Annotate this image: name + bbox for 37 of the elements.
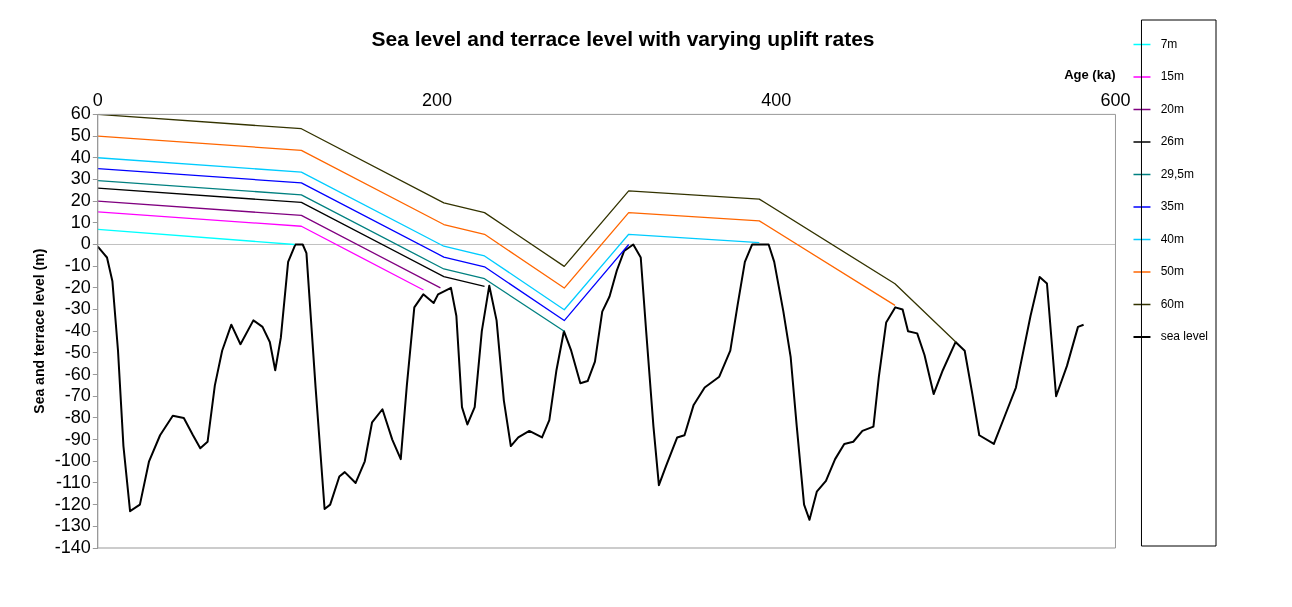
y-tick-label: -110 (56, 471, 91, 492)
x-tick-label: 600 (1100, 89, 1131, 110)
chart-title: Sea level and terrace level with varying uplift rates (371, 27, 875, 51)
y-tick-label: 20 (70, 190, 91, 211)
y-tick-label: -50 (64, 341, 91, 362)
y-tick-label: -30 (64, 298, 91, 319)
legend-label: 29,5m (1153, 166, 1194, 181)
x-axis-title: Age (ka) (1064, 66, 1116, 82)
y-tick-label: -140 (54, 536, 91, 557)
legend-label: 60m (1153, 296, 1184, 311)
legend-label: sea level (1153, 329, 1208, 344)
y-axis-title: Sea and terrace level (m) (31, 248, 48, 414)
y-tick-label: 60 (70, 103, 91, 124)
y-tick-label: -90 (64, 428, 91, 449)
x-tick-label: 400 (761, 89, 792, 110)
y-tick-label: 40 (70, 146, 91, 167)
legend-label: 35m (1153, 199, 1184, 214)
y-tick-label: -70 (64, 385, 91, 406)
y-tick-label: 30 (70, 168, 91, 189)
y-tick-label: -20 (64, 276, 91, 297)
y-tick-label: -130 (54, 515, 91, 536)
y-tick-label: -80 (64, 406, 91, 427)
legend-label: 40m (1153, 231, 1184, 246)
y-tick-label: -40 (64, 320, 91, 341)
legend-label: 50m (1153, 264, 1184, 279)
y-tick-label: 10 (70, 211, 91, 232)
legend-label: 7m (1153, 36, 1178, 51)
y-tick-label: 0 (80, 233, 91, 254)
legend-label: 26m (1153, 134, 1184, 149)
y-tick-label: -120 (54, 493, 91, 514)
x-tick-label: 200 (422, 89, 453, 110)
y-tick-label: -10 (64, 255, 91, 276)
y-tick-label: -100 (54, 450, 91, 471)
legend-label: 15m (1153, 69, 1184, 84)
y-tick-label: -60 (64, 363, 91, 384)
y-tick-label: 50 (70, 125, 91, 146)
legend-label: 20m (1153, 101, 1184, 116)
